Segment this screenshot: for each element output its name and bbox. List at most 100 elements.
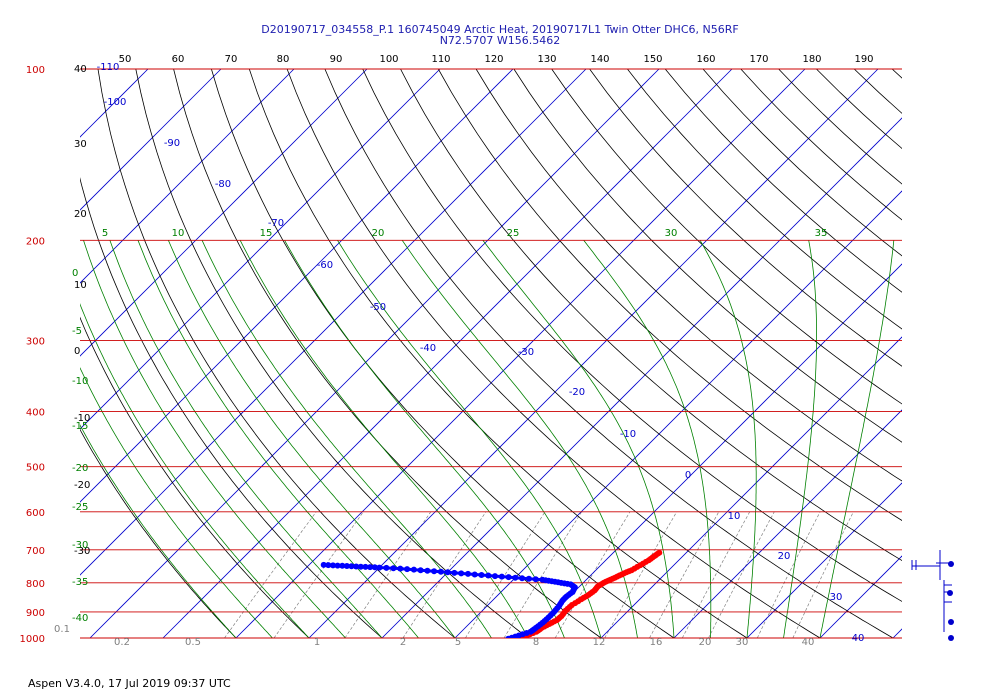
dewpoint-point [471, 571, 478, 578]
pressure-tick-label: 1000 [20, 634, 45, 645]
isotherm-line [0, 69, 2, 638]
dry-adiabat-line [362, 69, 902, 602]
dry-adiabat-edge-label: 40 [74, 64, 87, 75]
isotherm-label: -20 [569, 387, 585, 398]
dewpoint-point [348, 563, 355, 570]
dry-adiabat-edge-label: -20 [74, 480, 90, 491]
moist-adiabat-line [109, 240, 383, 638]
dewpoint-point [325, 562, 332, 569]
grid-lines [0, 69, 902, 638]
mixing-ratio-label: 0.5 [185, 637, 201, 648]
dewpoint-point [397, 565, 404, 572]
dry-adiabat-line [97, 69, 456, 638]
dry-adiabat-edge-label: 20 [74, 209, 87, 220]
isotherm-label: 30 [830, 592, 843, 603]
moist-adiabat-label: 15 [260, 228, 273, 239]
dewpoint-point [458, 570, 465, 577]
isotherm-label: -110 [97, 62, 120, 73]
theta-label: 110 [431, 54, 450, 65]
dewpoint-point [485, 572, 492, 579]
chart-title: D20190717_034558_P.1 160745049 Arctic He… [261, 23, 739, 36]
isotherm-line [80, 69, 587, 576]
isotherm-label: -90 [164, 138, 180, 149]
dewpoint-point [512, 574, 519, 581]
dewpoint-point [417, 567, 424, 574]
isotherm-line [80, 69, 441, 430]
moist-adiabat-edge-label: -35 [72, 577, 88, 588]
dry-adiabat-line [475, 69, 902, 482]
isotherm-label: -50 [370, 302, 386, 313]
dewpoint-point [451, 569, 458, 576]
theta-label: 150 [643, 54, 662, 65]
isotherm-line [80, 69, 514, 503]
dewpoint-point [437, 568, 444, 575]
moist-adiabat-line [819, 240, 895, 638]
isotherm-line [527, 263, 902, 638]
dewpoint-point [353, 563, 360, 570]
mixing-ratio-label: 16 [650, 637, 663, 648]
mixing-ratio-label: 0.1 [54, 624, 70, 635]
dewpoint-point [410, 566, 417, 573]
theta-label: 160 [696, 54, 715, 65]
isotherm-line [80, 69, 295, 284]
dry-adiabat-line [324, 69, 894, 638]
dry-adiabat-line [816, 69, 902, 150]
isobars [80, 68, 902, 639]
theta-label: 70 [225, 54, 238, 65]
dry-adiabat-line [211, 69, 675, 638]
isotherm-line [892, 628, 902, 638]
mixing-ratio-line [344, 511, 432, 638]
isotherm-label: -30 [518, 347, 534, 358]
mixing-ratio-label: 20 [699, 637, 712, 648]
isotherm-line [89, 69, 660, 638]
dewpoint-point [383, 564, 390, 571]
dewpoint-point [478, 572, 485, 578]
dry-adiabat-line [853, 69, 902, 114]
dry-adiabat-line [702, 69, 902, 257]
dewpoint-point [367, 564, 374, 571]
pressure-tick-label: 800 [26, 579, 45, 590]
mixing-ratio-label: 30 [736, 637, 749, 648]
footer-text: Aspen V3.4.0, 17 Jul 2019 09:37 UTC [28, 677, 231, 690]
isotherm-label: 20 [778, 551, 791, 562]
moist-adiabat-edge-label: -30 [72, 540, 88, 551]
isotherm-line [381, 117, 902, 638]
mixing-ratio-line [792, 511, 854, 638]
isotherm-label: -40 [420, 343, 436, 354]
mixing-ratio-label: 8 [533, 637, 539, 648]
dewpoint-point [376, 564, 383, 571]
moist-adiabat-edge-label: -25 [72, 502, 88, 513]
dewpoint-point [498, 573, 505, 580]
isotherm-label: -70 [268, 218, 284, 229]
isotherm-label: -80 [215, 179, 231, 190]
dewpoint-point [330, 562, 336, 569]
dry-adiabat-edge-label: -30 [74, 546, 90, 557]
dewpoint-point [357, 563, 364, 570]
chart-subtitle: N72.5707 W156.5462 [439, 34, 561, 47]
isotherm-line [80, 69, 368, 357]
isotherm-label: -100 [104, 97, 127, 108]
dewpoint-point [339, 562, 346, 569]
dry-adiabat-line [437, 69, 902, 521]
isotherm-line [819, 555, 902, 638]
moist-adiabat-line [337, 240, 602, 638]
dewpoint-point [334, 562, 341, 569]
dry-adiabat-line [400, 69, 902, 562]
dewpoint-point [444, 569, 451, 576]
dewpoint-point [465, 570, 471, 577]
isotherm-label: 40 [852, 633, 865, 644]
pressure-tick-label: 500 [26, 463, 45, 474]
pressure-tick-label: 100 [26, 65, 45, 76]
moist-adiabat-label: 5 [102, 228, 108, 239]
theta-label: 50 [119, 54, 132, 65]
theta-label: 130 [537, 54, 556, 65]
sounding-profiles [320, 549, 663, 638]
dry-adiabat-line [891, 69, 902, 79]
dry-adiabat-line [286, 69, 821, 638]
dewpoint-point [539, 576, 546, 583]
dry-adiabat-line [80, 428, 237, 638]
pressure-tick-label: 200 [26, 236, 45, 247]
dry-adiabat-line [135, 69, 529, 638]
isotherm-line [308, 69, 879, 638]
theta-label: 180 [802, 54, 821, 65]
